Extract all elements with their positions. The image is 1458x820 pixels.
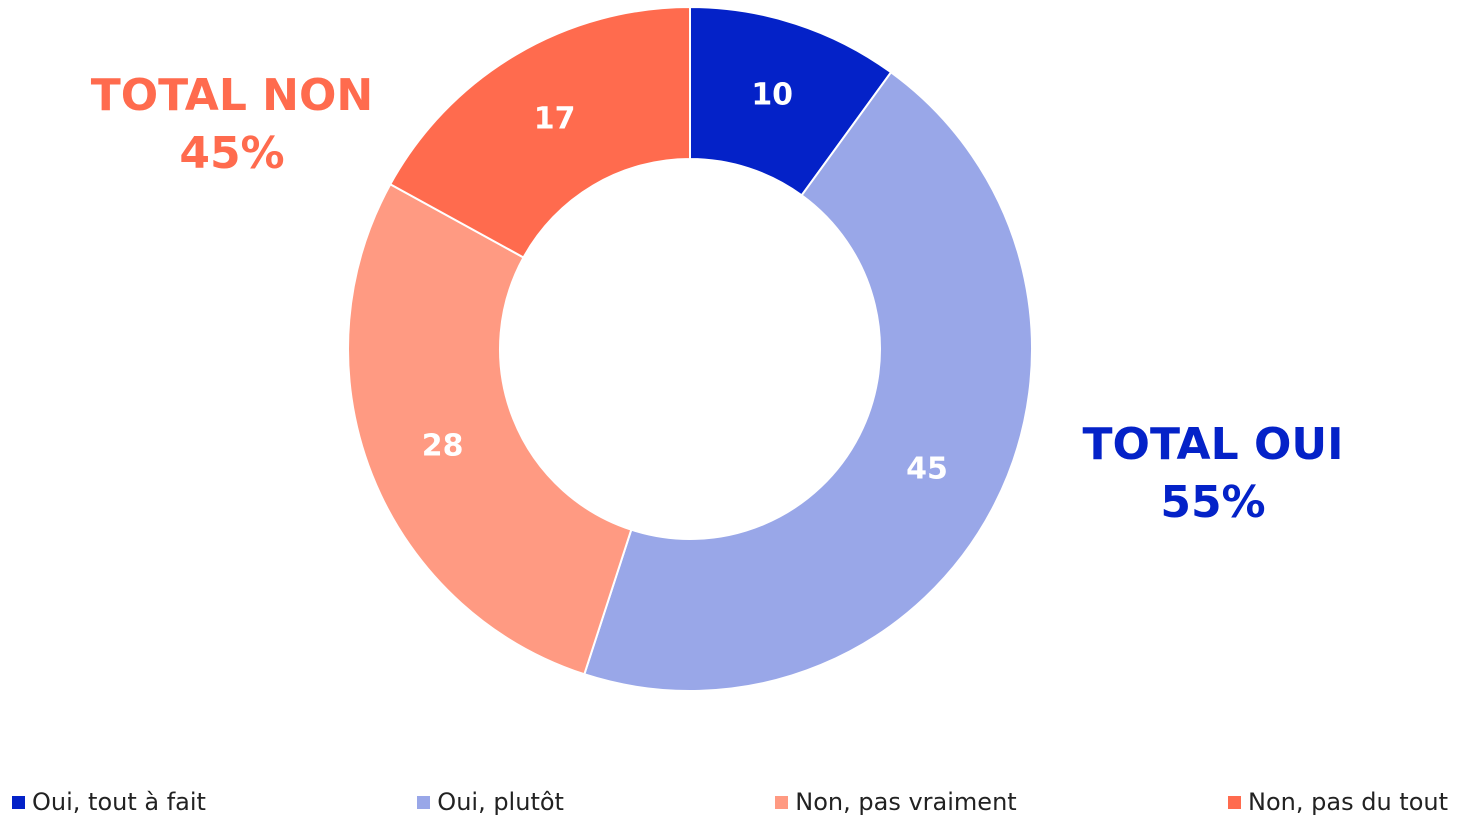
legend-item: Non, pas du tout xyxy=(1228,788,1448,816)
annotation: 55% xyxy=(1160,477,1265,528)
legend-label: Non, pas du tout xyxy=(1248,788,1448,816)
legend-swatch xyxy=(1228,795,1242,809)
legend: Oui, tout à fait Oui, plutôt Non, pas vrai… xyxy=(0,788,1458,816)
legend-swatch xyxy=(417,795,431,809)
data-label: 10 xyxy=(751,78,793,113)
legend-item: Oui, tout à fait xyxy=(12,788,206,816)
slice xyxy=(583,70,1033,692)
data-label: 45 xyxy=(906,451,948,486)
legend-item: Non, pas vraiment xyxy=(775,788,1017,816)
data-label: 28 xyxy=(422,428,464,463)
data-label: 17 xyxy=(534,102,576,137)
slice xyxy=(347,182,633,676)
chart: 10 45 28 17 TOTAL NON 45% TOTAL OUI 55% xyxy=(91,5,1344,692)
legend-label: Oui, plutôt xyxy=(437,788,564,816)
legend-swatch xyxy=(775,795,789,809)
annotation: TOTAL OUI xyxy=(1083,419,1344,470)
annotation: 45% xyxy=(179,128,284,179)
annotation: TOTAL NON xyxy=(91,70,373,121)
legend-swatch xyxy=(12,795,25,809)
legend-label: Non, pas vraiment xyxy=(795,788,1017,816)
slice xyxy=(388,5,691,259)
legend-item: Oui, plutôt xyxy=(417,788,564,816)
legend-label: Oui, tout à fait xyxy=(32,788,206,816)
